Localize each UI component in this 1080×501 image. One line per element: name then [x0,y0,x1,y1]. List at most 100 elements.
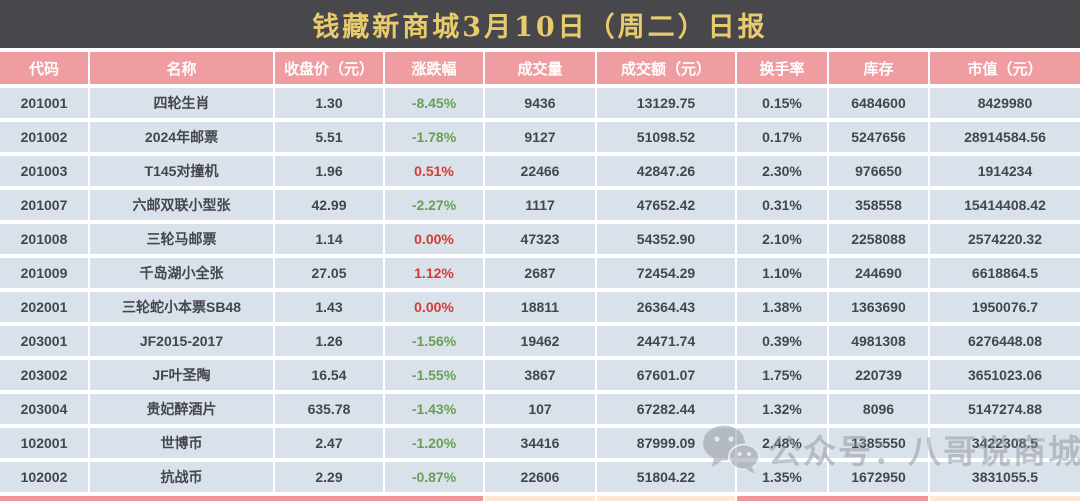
col-header-market-value: 市值（元） [930,52,1080,84]
cell-turnover: 72454.29 [597,258,737,288]
cell-turnover-rate: 2.10% [737,224,829,254]
cell-change-percent: -1.55% [385,360,485,390]
cell-code: 201001 [0,88,90,118]
cell-turnover-rate: 1.10% [737,258,829,288]
cell-volume: 9127 [485,122,597,152]
table-row: 201001 四轮生肖 1.30 -8.45% 9436 13129.75 0.15% 648… [0,88,1080,118]
cell-volume: 1117 [485,190,597,220]
cell-code: 202001 [0,292,90,322]
cell-name: 三轮蛇小本票SB48 [90,292,275,322]
cell-name: JF2015-2017 [90,326,275,356]
table-row: 201002 2024年邮票 5.51 -1.78% 9127 51098.52 0.17%… [0,122,1080,152]
cell-market-value: 3422308.5 [930,428,1080,458]
cell-turnover-rate: 0.39% [737,326,829,356]
cell-inventory: 4981308 [829,326,930,356]
cell-turnover: 51098.52 [597,122,737,152]
cell-change-percent: -1.56% [385,326,485,356]
table-row: 203004 贵妃醉酒片 635.78 -1.43% 107 67282.44 1.32% 8… [0,394,1080,424]
cell-turnover-rate: 0.17% [737,122,829,152]
cell-close-price: 1.14 [275,224,385,254]
cell-turnover-rate: 1.75% [737,360,829,390]
total-turnover: 607058.13 [597,496,737,501]
table-row: 202001 三轮蛇小本票SB48 1.43 0.00% 18811 26364.43 1.… [0,292,1080,322]
col-header-change: 涨跌幅 [385,52,485,84]
table-row: 201008 三轮马邮票 1.14 0.00% 47323 54352.90 2.10% 22… [0,224,1080,254]
table-row: 201009 千岛湖小全张 27.05 1.12% 2687 72454.29 1.10% 2… [0,258,1080,288]
cell-close-price: 1.26 [275,326,385,356]
cell-volume: 3867 [485,360,597,390]
cell-close-price: 635.78 [275,394,385,424]
cell-volume: 34416 [485,428,597,458]
cell-turnover: 67601.07 [597,360,737,390]
cell-name: 四轮生肖 [90,88,275,118]
cell-name: 2024年邮票 [90,122,275,152]
header-row: 代码 名称 收盘价（元） 涨跌幅 成交量 成交额（元） 换手率 库存 市值（元） [0,52,1080,84]
cell-code: 203004 [0,394,90,424]
cell-code: 102002 [0,462,90,492]
cell-inventory: 1363690 [829,292,930,322]
cell-code: 201009 [0,258,90,288]
cell-close-price: 2.29 [275,462,385,492]
cell-turnover-rate: 0.15% [737,88,829,118]
cell-turnover: 26364.43 [597,292,737,322]
cell-turnover: 47652.42 [597,190,737,220]
cell-inventory: 358558 [829,190,930,220]
col-header-volume: 成交量 [485,52,597,84]
cell-inventory: 244690 [829,258,930,288]
cell-change-percent: -1.43% [385,394,485,424]
cell-name: 三轮马邮票 [90,224,275,254]
cell-volume: 19462 [485,326,597,356]
cell-change-percent: -2.27% [385,190,485,220]
table-header: 代码 名称 收盘价（元） 涨跌幅 成交量 成交额（元） 换手率 库存 市值（元） [0,52,1080,84]
cell-turnover-rate: 1.35% [737,462,829,492]
cell-turnover: 54352.90 [597,224,737,254]
cell-inventory: 2258088 [829,224,930,254]
cell-change-percent: -1.78% [385,122,485,152]
cell-turnover: 87999.09 [597,428,737,458]
col-header-name: 名称 [90,52,275,84]
total-label-2: 合计 [737,496,930,501]
col-header-turnover: 成交额（元） [597,52,737,84]
cell-close-price: 2.47 [275,428,385,458]
total-row: 合计 191425 607058.13 合计 88144478.52 [0,496,1080,501]
cell-close-price: 5.51 [275,122,385,152]
cell-turnover-rate: 2.48% [737,428,829,458]
cell-volume: 47323 [485,224,597,254]
cell-code: 203001 [0,326,90,356]
cell-inventory: 8096 [829,394,930,424]
table-row: 201007 六邮双联小型张 42.99 -2.27% 1117 47652.42 0.31… [0,190,1080,220]
table-row: 203001 JF2015-2017 1.26 -1.56% 19462 24471.74… [0,326,1080,356]
cell-code: 203002 [0,360,90,390]
col-header-inventory: 库存 [829,52,930,84]
cell-market-value: 15414408.42 [930,190,1080,220]
cell-volume: 2687 [485,258,597,288]
cell-inventory: 5247656 [829,122,930,152]
cell-close-price: 1.96 [275,156,385,186]
cell-name: 世博币 [90,428,275,458]
cell-change-percent: -1.20% [385,428,485,458]
cell-market-value: 5147274.88 [930,394,1080,424]
cell-turnover: 24471.74 [597,326,737,356]
col-header-close-price: 收盘价（元） [275,52,385,84]
page-title: 钱藏新商城3月10日（周二）日报 [312,11,768,43]
cell-code: 201002 [0,122,90,152]
cell-close-price: 1.43 [275,292,385,322]
col-header-turnover-rate: 换手率 [737,52,829,84]
cell-close-price: 16.54 [275,360,385,390]
cell-market-value: 1950076.7 [930,292,1080,322]
cell-market-value: 3831055.5 [930,462,1080,492]
cell-change-percent: 1.12% [385,258,485,288]
table-body: 201001 四轮生肖 1.30 -8.45% 9436 13129.75 0.15% 648… [0,88,1080,492]
cell-market-value: 8429980 [930,88,1080,118]
cell-turnover: 67282.44 [597,394,737,424]
cell-code: 201008 [0,224,90,254]
cell-turnover-rate: 0.31% [737,190,829,220]
cell-change-percent: 0.00% [385,292,485,322]
table-row: 203002 JF叶圣陶 16.54 -1.55% 3867 67601.07 1.75% 2… [0,360,1080,390]
cell-code: 201003 [0,156,90,186]
cell-turnover: 13129.75 [597,88,737,118]
cell-market-value: 1914234 [930,156,1080,186]
cell-market-value: 2574220.32 [930,224,1080,254]
cell-name: 贵妃醉酒片 [90,394,275,424]
cell-turnover-rate: 1.32% [737,394,829,424]
